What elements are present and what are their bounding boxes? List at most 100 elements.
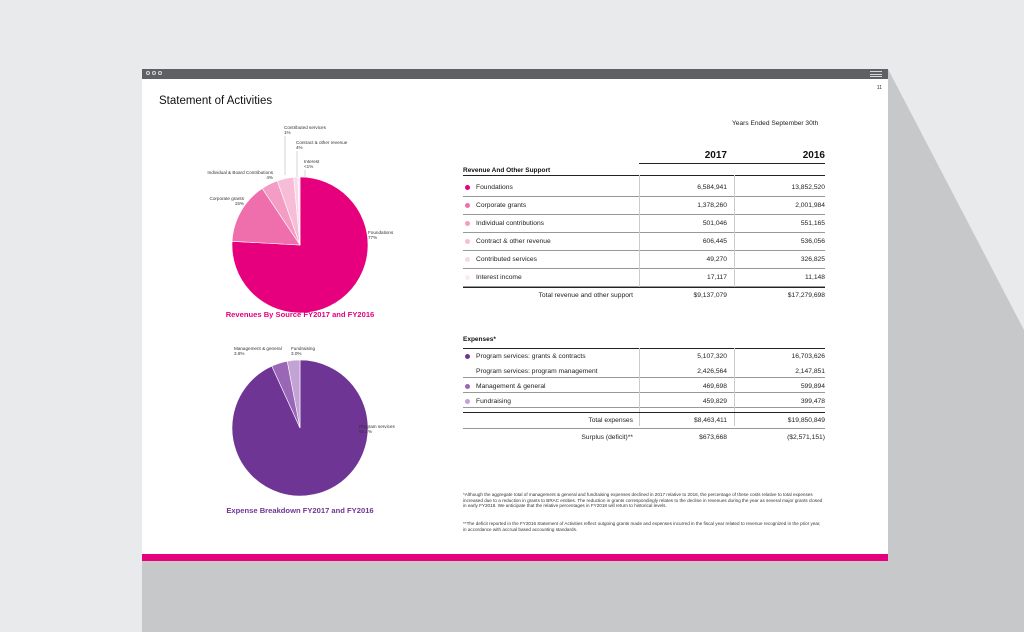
- total-2016: $19,850,849: [787, 417, 825, 424]
- label-contributed: Contributed services 1%: [284, 125, 326, 136]
- value-2017: 49,270: [706, 256, 727, 263]
- document-window: 11 Statement of Activities Contributed s…: [142, 69, 888, 561]
- page-number: 11: [876, 85, 882, 91]
- row-rule: [463, 250, 825, 251]
- total-rule: [463, 412, 825, 413]
- row-label: Individual contributions: [476, 220, 545, 227]
- pie-slice-interest: [297, 176, 301, 246]
- label-individual: Individual & Board Contributions 4%: [207, 170, 273, 181]
- row-rule: [463, 214, 825, 215]
- surplus-2017: $673,668: [699, 434, 727, 441]
- value-2016: 13,852,520: [791, 184, 825, 191]
- section-rule: [463, 175, 825, 176]
- window-dot-icon[interactable]: [146, 71, 150, 75]
- window-dot-icon[interactable]: [158, 71, 162, 75]
- column-header-2017: 2017: [704, 150, 727, 161]
- row-label: Interest income: [476, 274, 522, 281]
- row-rule: [463, 232, 825, 233]
- legend-dot-icon: [465, 239, 470, 244]
- row-rule: [463, 377, 825, 378]
- revenue-chart-title: Revenues By Source FY2017 and FY2016: [225, 310, 375, 319]
- legend-dot-icon: [465, 275, 470, 280]
- row-label: Corporate grants: [476, 202, 527, 209]
- column-divider: [639, 175, 640, 288]
- section-title: Revenue And Other Support: [463, 167, 551, 174]
- value-2017: 469,698: [702, 383, 727, 390]
- revenue-pie-chart: [231, 176, 369, 314]
- label-management: Management & general 3.8%: [234, 346, 282, 357]
- pie-slice-fundraising: [286, 359, 301, 429]
- row-label: Management & general: [476, 383, 546, 390]
- total-rule: [463, 428, 825, 429]
- value-2017: 2,426,564: [697, 368, 727, 375]
- label-corporate: Corporate grants 15%: [209, 196, 244, 207]
- page-title: Statement of Activities: [159, 95, 273, 107]
- years-ended-label: Years Ended September 30th: [732, 120, 819, 127]
- footnote-1: *Although the aggregate total of managem…: [463, 492, 823, 509]
- row-label: Fundraising: [476, 398, 511, 405]
- hamburger-menu-icon[interactable]: [870, 71, 882, 77]
- row-label: Program services: program management: [476, 368, 598, 375]
- label-foundations: Foundations 77%: [368, 230, 394, 241]
- header-rule: [639, 163, 825, 164]
- column-divider: [639, 348, 640, 426]
- column-header-2016: 2016: [802, 150, 825, 161]
- row-label: Contributed services: [476, 256, 537, 263]
- revenue-label-leaders: [284, 136, 306, 177]
- footnote-2: **The deficit reported in the FY2016 Sta…: [463, 521, 821, 532]
- value-2017: 1,378,260: [697, 202, 727, 209]
- total-rule: [463, 287, 825, 288]
- label-contract: Contract & other revenue 4%: [296, 140, 348, 151]
- value-2017: 459,829: [702, 398, 727, 405]
- total-label: Total expenses: [588, 417, 633, 424]
- surplus-label: Surplus (deficit)**: [581, 434, 633, 441]
- footer-band: [142, 554, 888, 561]
- pie-slice-corporate-grants: [231, 188, 301, 246]
- value-2017: 606,445: [702, 238, 727, 245]
- section-title: Expenses*: [463, 336, 496, 343]
- row-rule: [463, 268, 825, 269]
- expense-chart-title: Expense Breakdown FY2017 and FY2016: [226, 506, 374, 515]
- value-2016: 551,165: [800, 220, 825, 227]
- column-divider: [734, 348, 735, 426]
- window-dot-icon[interactable]: [152, 71, 156, 75]
- legend-dot-icon: [465, 354, 470, 359]
- value-2016: 536,056: [800, 238, 825, 245]
- legend-dot-icon: [465, 399, 470, 404]
- value-2016: 399,478: [800, 398, 825, 405]
- surplus-2016: ($2,571,151): [787, 434, 825, 441]
- value-2016: 11,148: [805, 274, 825, 281]
- section-rule: [463, 348, 825, 349]
- legend-dot-icon: [465, 221, 470, 226]
- value-2017: 6,584,941: [697, 184, 727, 191]
- value-2016: 2,001,984: [795, 202, 825, 209]
- legend-dot-icon: [465, 185, 470, 190]
- label-program: Program services 93.2%: [359, 424, 395, 435]
- expense-pie-chart: [231, 359, 369, 497]
- value-2017: 5,107,320: [697, 353, 727, 360]
- value-2016: 16,703,626: [791, 353, 825, 360]
- label-fundraising: Fundraising 3.0%: [291, 346, 316, 357]
- total-label: Total revenue and other support: [538, 292, 633, 299]
- total-2017: $9,137,079: [693, 292, 727, 299]
- row-rule: [463, 392, 825, 393]
- value-2016: 599,894: [800, 383, 825, 390]
- window-titlebar: [142, 69, 888, 79]
- value-2016: 2,147,851: [795, 368, 825, 375]
- total-2017: $8,463,411: [694, 417, 727, 424]
- row-label: Program services: grants & contracts: [476, 353, 586, 360]
- value-2016: 326,825: [800, 256, 825, 263]
- total-2016: $17,279,698: [787, 292, 825, 299]
- row-label: Contract & other revenue: [476, 238, 551, 245]
- value-2017: 501,046: [702, 220, 727, 227]
- row-rule: [463, 196, 825, 197]
- row-rule: [463, 286, 825, 287]
- column-divider: [734, 175, 735, 288]
- legend-dot-icon: [465, 203, 470, 208]
- legend-dot-icon: [465, 257, 470, 262]
- row-rule: [463, 407, 825, 408]
- row-label: Foundations: [476, 184, 513, 191]
- label-interest: Interest <1%: [304, 159, 320, 170]
- legend-dot-icon: [465, 384, 470, 389]
